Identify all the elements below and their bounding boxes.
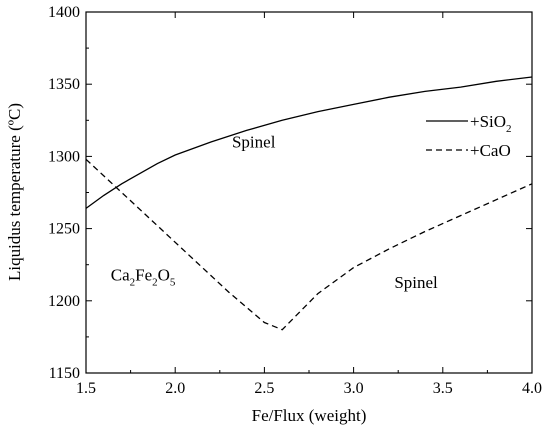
series-line-0 — [85, 76, 533, 209]
annotation-spinel-lower: Spinel — [394, 273, 438, 292]
ca2fe2o5-fe: Fe — [135, 266, 152, 285]
legend: +SiO2 +CaO — [426, 112, 512, 160]
x-axis-title: Fe/Flux (weight) — [252, 406, 367, 425]
x-tick-label-5: 4.0 — [522, 380, 542, 397]
annotation-ca2fe2o5: Ca2Fe2O5 — [111, 266, 176, 289]
y-tick-label-3: 1300 — [48, 148, 80, 165]
ticks-layer: 1.5 2.0 2.5 3.0 3.5 4.0 1150 1200 1250 1300 1350 14… — [48, 4, 542, 397]
plot-frame — [85, 11, 533, 374]
series-layer — [85, 76, 533, 331]
y-tick-label-2: 1250 — [48, 221, 80, 238]
ca2fe2o5-ca: Ca — [111, 266, 130, 285]
legend-label-sio2-sub: 2 — [506, 123, 512, 135]
x-tick-label-1: 2.0 — [165, 380, 185, 397]
x-tick-label-0: 1.5 — [76, 380, 96, 397]
y-axis-title: Liquidus temperature (ºC) — [5, 103, 24, 281]
x-tick-label-2: 2.5 — [254, 380, 274, 397]
y-tick-label-5: 1400 — [48, 4, 80, 21]
y-tick-label-1: 1200 — [48, 293, 80, 310]
legend-label-cao: +CaO — [470, 141, 511, 160]
series-line-1 — [85, 158, 533, 331]
ca2fe2o5-sub3: 5 — [170, 277, 176, 289]
ca2fe2o5-sub1: 2 — [130, 277, 136, 289]
x-tick-label-3: 3.0 — [344, 380, 364, 397]
legend-label-sio2: +SiO2 — [470, 112, 512, 135]
y-tick-label-4: 1350 — [48, 76, 80, 93]
annotations-layer: Spinel Spinel Ca2Fe2O5 — [111, 133, 438, 292]
annotation-spinel-upper: Spinel — [232, 133, 276, 152]
ca2fe2o5-o: O — [158, 266, 170, 285]
ca2fe2o5-sub2: 2 — [152, 277, 158, 289]
y-tick-label-0: 1150 — [49, 365, 80, 382]
x-tick-label-4: 3.5 — [433, 380, 453, 397]
legend-label-sio2-main: +SiO — [470, 112, 506, 131]
